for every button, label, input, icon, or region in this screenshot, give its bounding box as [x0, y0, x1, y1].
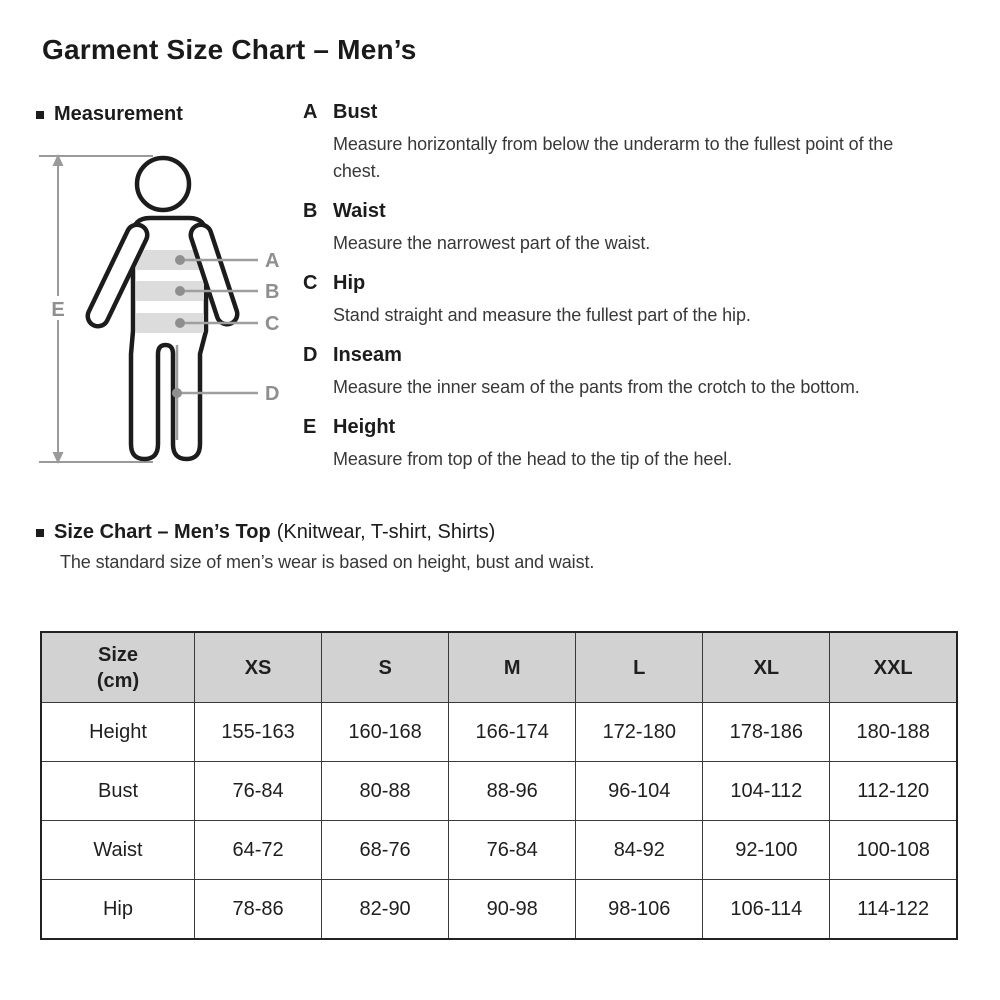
definition-term: Hip [333, 272, 366, 294]
table-cell: 172-180 [575, 702, 704, 762]
definition-description: Measure horizontally from below the unde… [333, 134, 894, 181]
figure-left-arm-fill [90, 227, 145, 324]
table-cell: 166-174 [448, 702, 577, 762]
inseam-dot-icon [172, 388, 182, 398]
table-cell: 112-120 [829, 761, 958, 821]
arrow-up-icon [52, 154, 64, 166]
table-row-height: Height 155-163 160-168 166-174 172-180 1… [40, 702, 958, 762]
waist-band [136, 281, 204, 301]
definition-key: E [303, 416, 317, 438]
figure-label-c: C [265, 313, 279, 335]
definition-description: Measure the inner seam of the pants from… [333, 377, 860, 397]
column-header-xxl: XXL [829, 631, 958, 703]
bust-band [136, 250, 204, 270]
table-cell: 78-86 [193, 879, 323, 940]
definition-term: Bust [333, 101, 378, 123]
figure-body [128, 215, 209, 462]
definition-description: Measure the narrowest part of the waist. [333, 233, 651, 253]
square-bullet-icon [36, 110, 44, 119]
size-table: Size (cm) XS S M L XL XXL Height 155-163… [40, 631, 958, 940]
table-cell: 160-168 [321, 702, 450, 762]
definition-key: A [303, 101, 318, 123]
definition-bust: A Bust Measure horizontally from below th… [303, 101, 943, 185]
figure-label-a: A [265, 250, 279, 272]
definition-hip: C Hip Stand straight and measure the full… [303, 272, 943, 329]
definition-description: Stand straight and measure the fullest p… [333, 305, 751, 325]
definition-waist: B Waist Measure the narrowest part of the… [303, 200, 943, 257]
definition-key: C [303, 272, 318, 294]
table-cell: 178-186 [702, 702, 831, 762]
table-cell: 114-122 [829, 879, 958, 940]
table-row-bust: Bust 76-84 80-88 88-96 96-104 104-112 11… [40, 761, 958, 821]
table-cell: 82-90 [321, 879, 450, 940]
definition-term: Inseam [333, 344, 402, 366]
table-cell: 88-96 [448, 761, 577, 821]
definition-inseam: D Inseam Measure the inner seam of the pa… [303, 344, 943, 401]
column-header-xs: XS [193, 631, 323, 703]
row-label: Height [40, 702, 195, 762]
definition-key: B [303, 200, 318, 222]
table-cell: 76-84 [448, 820, 577, 880]
column-header-xl: XL [702, 631, 831, 703]
size-chart-section-heading: Size Chart – Men’s Top (Knitwear, T-shir… [36, 521, 495, 544]
measurement-heading-label: Measurement [54, 103, 183, 125]
table-cell: 104-112 [702, 761, 831, 821]
corner-header-cell: Size (cm) [40, 631, 195, 703]
body-measurement-diagram: E A B C D [25, 138, 295, 483]
column-header-m: M [448, 631, 577, 703]
hip-band [136, 313, 204, 333]
definition-height: E Height Measure from top of the head to … [303, 416, 943, 473]
table-cell: 155-163 [193, 702, 323, 762]
table-cell: 68-76 [321, 820, 450, 880]
table-cell: 84-92 [575, 820, 704, 880]
row-label: Waist [40, 820, 195, 880]
figure-right-arm-fill [193, 227, 235, 322]
definition-description: Measure from top of the head to the tip … [333, 449, 733, 469]
figure-label-b: B [265, 281, 279, 303]
size-chart-heading-note: (Knitwear, T-shirt, Shirts) [276, 521, 496, 543]
column-header-s: S [321, 631, 450, 703]
table-row-waist: Waist 64-72 68-76 76-84 84-92 92-100 100… [40, 820, 958, 880]
definition-term: Height [333, 416, 396, 438]
hip-dot-icon [175, 318, 185, 328]
figure-head [134, 155, 192, 213]
table-cell: 80-88 [321, 761, 450, 821]
row-label: Hip [40, 879, 195, 940]
table-cell: 90-98 [448, 879, 577, 940]
table-row-hip: Hip 78-86 82-90 90-98 98-106 106-114 114… [40, 879, 958, 940]
arrow-down-icon [52, 452, 64, 464]
table-cell: 98-106 [575, 879, 704, 940]
table-cell: 180-188 [829, 702, 958, 762]
measurement-definitions: A Bust Measure horizontally from below th… [303, 101, 943, 488]
figure-label-e: E [51, 299, 64, 321]
row-label: Bust [40, 761, 195, 821]
definition-key: D [303, 344, 318, 366]
column-header-l: L [575, 631, 704, 703]
page-title: Garment Size Chart – Men’s [42, 34, 417, 65]
table-cell: 96-104 [575, 761, 704, 821]
measurement-section-heading: Measurement [36, 103, 183, 126]
table-cell: 76-84 [193, 761, 323, 821]
figure-label-d: D [265, 383, 279, 405]
table-cell: 92-100 [702, 820, 831, 880]
table-cell: 106-114 [702, 879, 831, 940]
table-cell: 64-72 [193, 820, 323, 880]
table-header-row: Size (cm) XS S M L XL XXL [40, 631, 958, 703]
height-label-backing [47, 296, 69, 320]
body-figure-svg: E A B C D [39, 154, 279, 464]
waist-dot-icon [175, 286, 185, 296]
bust-dot-icon [175, 255, 185, 265]
table-cell: 100-108 [829, 820, 958, 880]
square-bullet-icon [36, 528, 44, 537]
definition-term: Waist [333, 200, 386, 222]
size-chart-subtitle: The standard size of men’s wear is based… [60, 552, 595, 572]
size-chart-heading-label: Size Chart – Men’s Top [54, 521, 271, 543]
